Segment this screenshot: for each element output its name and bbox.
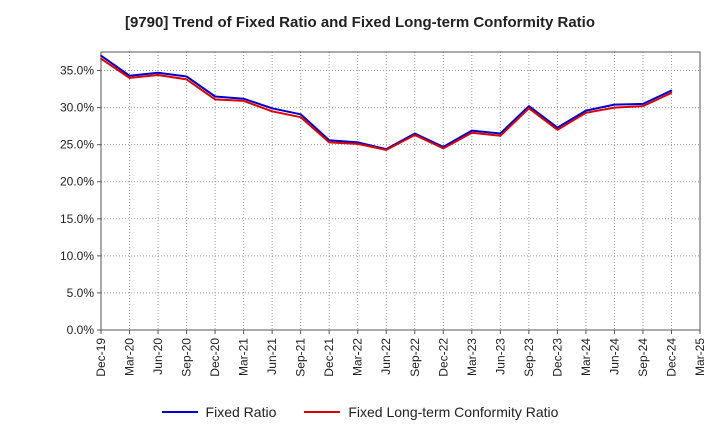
x-tick-label: Sep-21: [294, 338, 308, 377]
data-point-fixed-long-term-conformity-ratio: [613, 106, 616, 109]
data-point-fixed-ratio: [528, 105, 530, 107]
x-tick-label: Dec-21: [322, 338, 336, 377]
x-tick-label: Mar-20: [123, 338, 137, 376]
data-point-fixed-long-term-conformity-ratio: [356, 143, 359, 145]
data-point-fixed-long-term-conformity-ratio: [214, 98, 216, 101]
data-point-fixed-ratio: [356, 141, 359, 144]
legend-label-fixed-long-term-conformity-ratio: Fixed Long-term Conformity Ratio: [348, 404, 559, 420]
y-tick-label: 20.0%: [60, 175, 94, 189]
data-point-fixed-ratio: [585, 109, 587, 112]
chart-title: [9790] Trend of Fixed Ratio and Fixed Lo…: [124, 14, 596, 31]
data-point-fixed-ratio: [242, 97, 245, 100]
y-tick-label: 0.0%: [67, 323, 95, 337]
x-tick-label: Mar-25: [693, 338, 707, 376]
data-point-fixed-long-term-conformity-ratio: [442, 147, 445, 150]
legend-item-fixed-ratio: Fixed Ratio: [161, 404, 277, 420]
data-point-fixed-long-term-conformity-ratio: [670, 91, 673, 94]
x-tick-label: Dec-23: [550, 338, 564, 377]
data-point-fixed-ratio: [157, 71, 159, 74]
x-tick-label: Mar-21: [237, 338, 251, 376]
x-tick-label: Dec-19: [94, 338, 108, 377]
data-point-fixed-long-term-conformity-ratio: [499, 134, 502, 137]
data-point-fixed-long-term-conformity-ratio: [385, 149, 388, 151]
y-tick-label: 25.0%: [60, 138, 94, 152]
x-tick-label: Jun-23: [493, 338, 507, 375]
x-tick-label: Mar-23: [465, 338, 479, 376]
x-tick-label: Mar-22: [351, 338, 365, 376]
data-point-fixed-long-term-conformity-ratio: [328, 141, 330, 144]
plot-frame: [100, 51, 701, 331]
x-tick-label: Jun-21: [265, 338, 279, 375]
legend-swatch-fixed-ratio: [161, 411, 198, 413]
y-tick-label: 30.0%: [60, 101, 94, 115]
data-point-fixed-ratio: [100, 54, 102, 57]
legend-label-fixed-ratio: Fixed Ratio: [205, 404, 277, 420]
x-tick-label: Jun-20: [151, 338, 165, 375]
data-point-fixed-ratio: [670, 89, 673, 92]
data-point-fixed-long-term-conformity-ratio: [299, 116, 302, 119]
x-tick-label: Jun-24: [607, 338, 621, 375]
data-point-fixed-long-term-conformity-ratio: [100, 57, 102, 60]
x-tick-label: Dec-22: [436, 338, 450, 377]
data-point-fixed-long-term-conformity-ratio: [413, 134, 416, 136]
data-point-fixed-long-term-conformity-ratio: [556, 129, 559, 131]
data-point-fixed-long-term-conformity-ratio: [157, 74, 159, 76]
data-point-fixed-ratio: [613, 103, 616, 106]
y-tick-label: 10.0%: [60, 249, 94, 263]
legend-item-fixed-long-term-conformity-ratio: Fixed Long-term Conformity Ratio: [304, 404, 558, 420]
data-point-fixed-ratio: [128, 74, 131, 77]
y-tick-label: 5.0%: [67, 286, 95, 300]
data-point-fixed-ratio: [499, 132, 502, 135]
series-line-fixed-ratio: [100, 54, 672, 151]
x-tick-label: Sep-24: [636, 338, 650, 377]
data-point-fixed-long-term-conformity-ratio: [642, 105, 644, 107]
x-tick-label: Sep-22: [408, 338, 422, 377]
data-point-fixed-ratio: [413, 132, 416, 135]
data-point-fixed-ratio: [214, 95, 216, 98]
legend: Fixed Ratio Fixed Long-term Conformity R…: [0, 404, 720, 420]
x-tick-label: Dec-20: [208, 338, 222, 377]
data-point-fixed-long-term-conformity-ratio: [242, 100, 245, 102]
data-point-fixed-ratio: [185, 75, 188, 78]
data-point-fixed-ratio: [328, 139, 330, 142]
line-chart: 0.0% 5.0% 10.0% 15.0% 20.0% 25.0% 30.0% 35.0% De…: [60, 51, 707, 377]
data-point-fixed-long-term-conformity-ratio: [585, 111, 587, 114]
data-point-fixed-long-term-conformity-ratio: [185, 78, 188, 81]
data-point-fixed-ratio: [471, 129, 473, 132]
x-tick-label: Mar-24: [579, 338, 593, 376]
x-tick-label: Jun-22: [379, 338, 393, 375]
y-tick-label: 35.0%: [60, 64, 94, 78]
x-tick-label: Sep-20: [180, 338, 194, 377]
y-tick-label: 15.0%: [60, 212, 94, 226]
data-point-fixed-long-term-conformity-ratio: [471, 132, 473, 134]
data-point-fixed-ratio: [642, 103, 644, 105]
x-tick-label: Dec-24: [664, 338, 678, 377]
data-point-fixed-long-term-conformity-ratio: [271, 110, 273, 113]
data-point-fixed-ratio: [271, 107, 273, 110]
data-point-fixed-long-term-conformity-ratio: [128, 77, 131, 79]
legend-swatch-fixed-long-term-conformity-ratio: [304, 411, 341, 413]
x-tick-label: Sep-23: [522, 338, 536, 377]
data-point-fixed-ratio: [556, 126, 559, 129]
data-point-fixed-long-term-conformity-ratio: [528, 107, 530, 110]
data-point-fixed-ratio: [299, 113, 302, 116]
